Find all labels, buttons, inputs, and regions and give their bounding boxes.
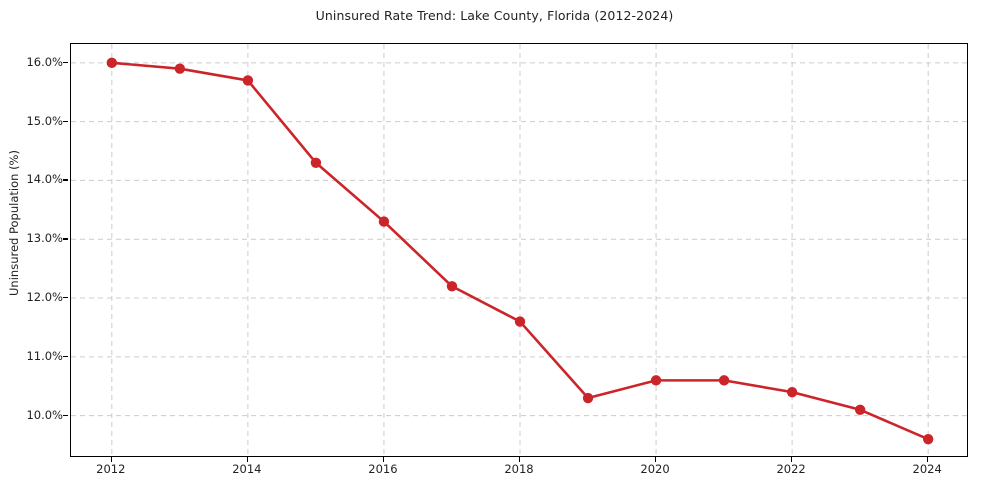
y-axis-tick-label: 15.0% <box>26 113 63 128</box>
series-line <box>110 61 930 441</box>
data-point-marker <box>718 375 730 386</box>
data-point-marker <box>106 57 118 69</box>
x-axis-tick-label: 2016 <box>368 462 398 476</box>
data-point-marker <box>922 433 934 445</box>
chart-title: Uninsured Rate Trend: Lake County, Flori… <box>315 8 674 23</box>
x-axis-tick-mark <box>927 457 929 462</box>
plot-area <box>70 43 969 458</box>
x-axis-tick-label: 2014 <box>232 462 262 476</box>
data-point-marker <box>174 63 186 74</box>
x-axis-tick-label: 2024 <box>912 462 942 476</box>
data-point-marker <box>786 386 798 398</box>
x-axis-tick-mark <box>110 457 113 462</box>
data-point-marker <box>378 216 390 227</box>
x-axis-tick-mark <box>655 457 657 462</box>
y-axis-tick-mark <box>63 297 68 299</box>
data-point-marker <box>514 316 526 327</box>
y-axis-tick-label: 12.0% <box>26 290 63 305</box>
y-axis-tick-labels: 10.0% 11.0% 12.0% 13.0% 14.0% 15.0% 16.0% <box>0 43 63 457</box>
y-axis-tick-mark <box>63 179 68 181</box>
x-axis-tick-mark <box>246 457 249 462</box>
gridlines <box>71 44 969 458</box>
x-axis-tick-label: 2022 <box>776 462 806 476</box>
data-point-marker <box>310 157 322 168</box>
x-axis-tick-mark <box>791 457 793 462</box>
y-axis-tick-mark <box>63 414 68 416</box>
y-axis-tick-mark <box>63 120 68 122</box>
y-axis-tick-mark <box>63 61 68 64</box>
data-point-marker <box>582 392 594 404</box>
y-axis-tick-label: 11.0% <box>26 348 63 363</box>
x-axis-tick-label: 2012 <box>96 462 126 476</box>
x-axis-tick-mark <box>519 457 521 462</box>
x-axis-tick-label: 2020 <box>640 462 670 476</box>
data-point-marker <box>650 375 662 386</box>
y-axis-tick-label: 13.0% <box>26 231 63 246</box>
data-point-marker <box>446 281 458 292</box>
data-point-marker <box>854 404 866 415</box>
y-axis-tick-label: 14.0% <box>26 172 63 187</box>
data-series-layer <box>106 57 934 445</box>
y-axis-tick-mark <box>63 238 68 240</box>
x-axis-tick-labels: 2012 2014 2016 2018 2020 2022 2024 <box>70 462 968 482</box>
y-axis-tick-label: 16.0% <box>26 54 63 69</box>
y-axis-tick-mark <box>63 355 68 358</box>
x-axis-tick-mark <box>382 457 385 462</box>
x-axis-tick-label: 2018 <box>504 462 534 476</box>
y-axis-tick-label: 10.0% <box>26 407 63 422</box>
data-point-marker <box>242 75 254 86</box>
